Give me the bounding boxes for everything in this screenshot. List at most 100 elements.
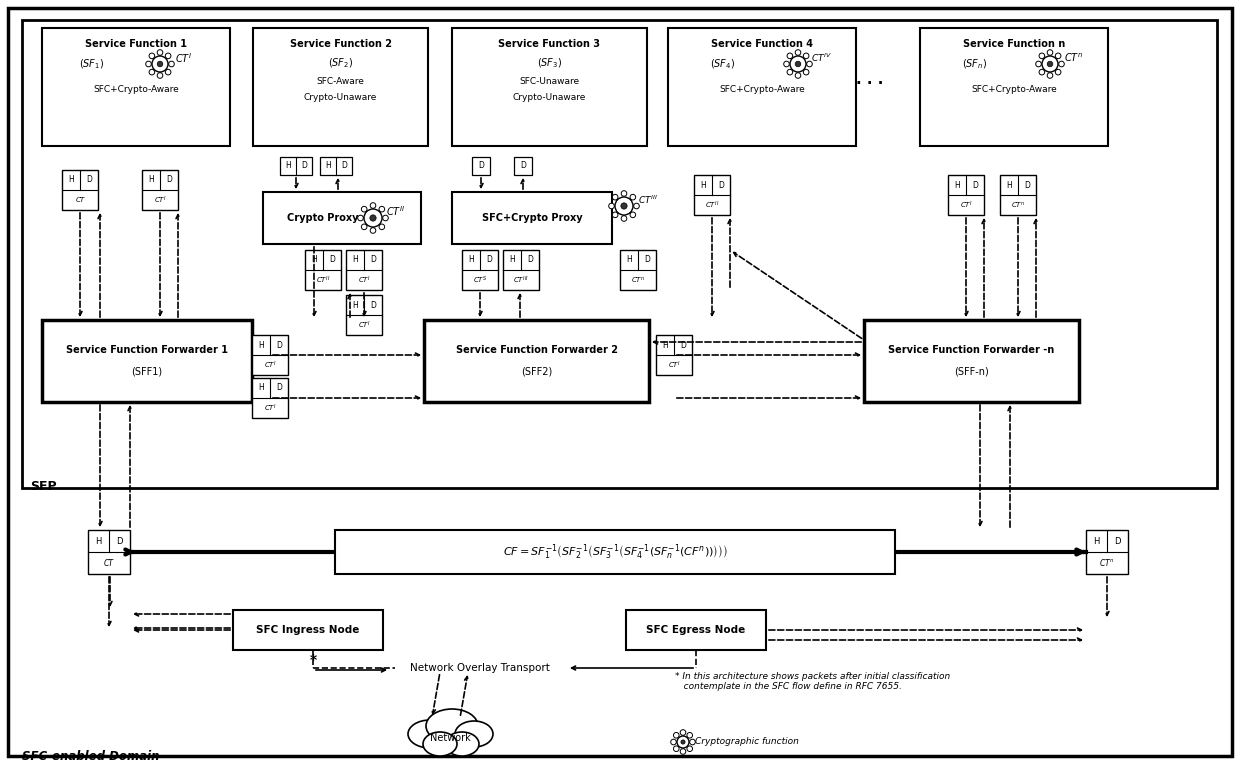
Text: Network Overlay Transport: Network Overlay Transport [410,663,549,673]
FancyBboxPatch shape [620,250,656,290]
Circle shape [1035,61,1042,66]
FancyBboxPatch shape [453,28,647,146]
FancyBboxPatch shape [999,175,1035,215]
Text: D: D [644,256,650,264]
Text: H: H [352,256,358,264]
Text: D: D [370,300,376,310]
Circle shape [621,216,626,221]
Circle shape [365,209,382,227]
Text: D: D [479,162,484,170]
FancyBboxPatch shape [864,320,1079,402]
Circle shape [787,70,792,75]
Text: D: D [341,162,347,170]
Circle shape [621,203,627,209]
Circle shape [157,50,162,56]
FancyBboxPatch shape [42,28,229,146]
FancyBboxPatch shape [143,170,179,210]
FancyBboxPatch shape [515,157,532,175]
Text: D: D [301,162,308,170]
Text: $(SF_2)$: $(SF_2)$ [327,56,353,70]
Circle shape [804,53,808,59]
Text: H: H [1006,181,1012,189]
Circle shape [784,61,790,66]
Text: $CT^I$: $CT^I$ [264,403,277,414]
Circle shape [787,53,792,59]
Text: $CT^{II}$: $CT^{II}$ [704,199,719,210]
Circle shape [795,61,801,66]
FancyBboxPatch shape [424,320,649,402]
Text: $CT^I$: $CT^I$ [667,360,681,371]
Text: H: H [258,340,264,350]
Text: D: D [370,256,376,264]
Text: D: D [527,256,533,264]
Text: Service Function 4: Service Function 4 [711,39,813,49]
Text: $CT^I$: $CT^I$ [264,360,277,371]
Text: D: D [718,181,724,189]
Ellipse shape [455,721,494,747]
Circle shape [1042,56,1058,72]
Circle shape [361,224,367,230]
Circle shape [1055,53,1061,59]
Circle shape [615,197,632,215]
Text: D: D [86,175,92,185]
Text: D: D [680,340,686,350]
Text: . . .: . . . [857,73,884,88]
Circle shape [146,61,151,66]
Circle shape [379,206,384,212]
Text: D: D [972,181,978,189]
Text: Crypto-Unaware: Crypto-Unaware [513,94,587,102]
FancyBboxPatch shape [22,20,1216,488]
FancyBboxPatch shape [949,175,985,215]
Text: $(SF_1)$: $(SF_1)$ [79,57,104,71]
Circle shape [687,746,692,752]
Text: D: D [329,256,335,264]
Text: $(SF_n)$: $(SF_n)$ [962,57,987,71]
Text: SFC+Crypto-Aware: SFC+Crypto-Aware [719,85,805,95]
Text: SFC-enabled Domain: SFC-enabled Domain [22,749,160,762]
Text: Network: Network [429,733,470,743]
Text: SFP: SFP [30,479,57,493]
Text: H: H [68,175,74,185]
Circle shape [681,730,686,735]
Text: $CT^n$: $CT^n$ [1011,200,1025,210]
Ellipse shape [423,732,458,756]
Circle shape [671,739,676,744]
Text: H: H [148,175,154,185]
Text: SFC+Crypto-Aware: SFC+Crypto-Aware [971,85,1056,95]
Text: Service Function Forwarder 2: Service Function Forwarder 2 [455,345,618,355]
Circle shape [804,70,808,75]
Text: D: D [277,383,281,393]
Ellipse shape [408,720,453,748]
FancyBboxPatch shape [346,250,382,290]
Text: CT: CT [76,197,84,203]
Text: SFC-Aware: SFC-Aware [316,77,365,87]
Text: D: D [1115,536,1121,546]
FancyBboxPatch shape [656,335,692,375]
Text: $CT^{III}$: $CT^{III}$ [513,274,529,285]
Text: $CT^n$: $CT^n$ [1099,558,1115,569]
Circle shape [630,212,636,217]
FancyBboxPatch shape [253,28,428,146]
Text: H: H [285,162,291,170]
Text: $(SF_4)$: $(SF_4)$ [711,57,735,71]
Text: Cryptographic function: Cryptographic function [694,737,799,747]
Circle shape [687,733,692,738]
Text: H: H [311,256,317,264]
Circle shape [157,61,162,66]
Circle shape [357,215,363,221]
Circle shape [379,224,384,230]
Circle shape [677,736,689,748]
Circle shape [157,73,162,78]
Circle shape [149,70,155,75]
Text: Service Function Forwarder 1: Service Function Forwarder 1 [66,345,228,355]
Text: H: H [954,181,960,189]
Circle shape [169,61,175,66]
Text: * In this architecture shows packets after initial classification
   contemplate: * In this architecture shows packets aft… [675,672,950,691]
Text: Service Function 1: Service Function 1 [86,39,187,49]
Circle shape [370,215,376,221]
Circle shape [383,215,388,221]
Text: D: D [166,175,172,185]
Text: H: H [1094,536,1100,546]
Circle shape [371,228,376,233]
FancyBboxPatch shape [694,175,730,215]
